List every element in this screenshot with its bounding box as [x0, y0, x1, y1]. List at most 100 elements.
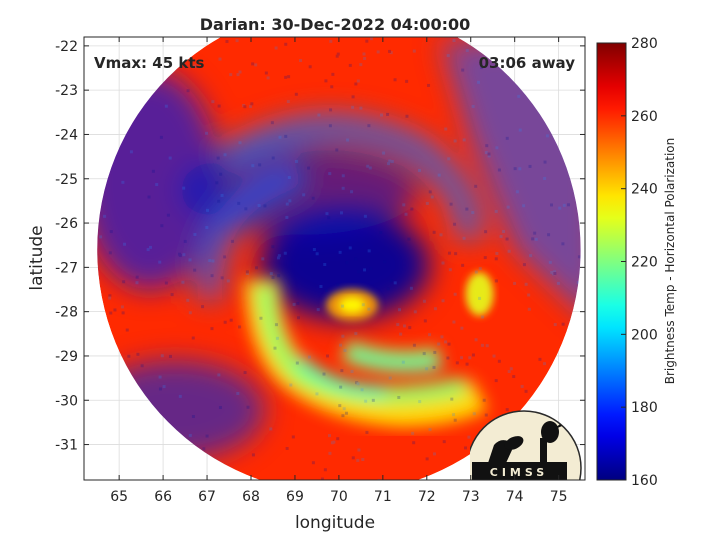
x-tick-label: 71: [374, 489, 392, 505]
speckle: [251, 164, 255, 168]
speckle: [425, 201, 429, 205]
speckle: [271, 245, 275, 249]
speckle: [387, 162, 391, 166]
speckle: [442, 440, 446, 444]
speckle: [307, 166, 311, 170]
speckle: [507, 249, 511, 253]
speckle: [223, 255, 227, 259]
y-tick-label: -29: [55, 349, 78, 365]
speckle: [250, 102, 254, 106]
speckle: [320, 477, 324, 480]
speckle: [217, 373, 221, 377]
speckle: [432, 365, 436, 369]
speckle: [461, 68, 465, 72]
speckle: [294, 92, 298, 96]
speckle: [502, 230, 506, 234]
y-axis: -22 -23 -24 -25 -26 -27 -28 -29 -30 -31: [55, 39, 585, 454]
speckle: [371, 398, 375, 402]
speckle: [367, 249, 371, 253]
speckle: [412, 49, 416, 53]
speckle: [531, 237, 535, 241]
y-tick-label: -31: [55, 438, 78, 454]
speckle: [441, 299, 445, 303]
speckle: [284, 134, 288, 138]
speckle: [550, 270, 554, 274]
speckle: [363, 214, 367, 218]
speckle: [484, 151, 488, 155]
speckle: [269, 427, 273, 431]
speckle: [366, 164, 370, 168]
speckle: [402, 324, 406, 328]
x-tick-label: 66: [154, 489, 172, 505]
speckle: [365, 430, 369, 434]
speckle: [528, 164, 532, 168]
speckle: [367, 124, 371, 128]
speckle: [186, 298, 190, 302]
speckle: [534, 237, 538, 241]
speckle: [193, 64, 197, 68]
cimss-logo: CIMSS: [470, 410, 582, 480]
speckle: [422, 352, 426, 356]
speckle: [264, 71, 268, 75]
speckle: [205, 225, 209, 229]
speckle: [450, 397, 454, 401]
speckle: [215, 181, 219, 185]
speckle: [497, 359, 501, 363]
speckle: [447, 251, 451, 255]
speckle: [346, 138, 350, 142]
speckle: [522, 263, 526, 267]
speckle: [238, 70, 242, 74]
speckle: [210, 274, 214, 278]
speckle: [432, 230, 436, 234]
speckle: [552, 272, 556, 276]
speckle: [577, 255, 581, 259]
speckle: [369, 266, 373, 270]
speckle: [474, 184, 478, 188]
speckle: [343, 348, 347, 352]
speckle: [474, 338, 478, 342]
speckle: [517, 94, 521, 98]
speckle: [567, 203, 571, 207]
speckle: [468, 356, 472, 360]
speckle: [543, 362, 547, 366]
speckle: [315, 252, 319, 256]
speckle: [448, 268, 452, 272]
speckle: [341, 414, 345, 418]
speckle: [211, 100, 215, 104]
speckle: [527, 307, 531, 311]
speckle: [269, 272, 273, 276]
speckle: [341, 334, 345, 338]
speckle: [229, 318, 233, 322]
y-tick-label: -27: [55, 260, 78, 276]
speckle: [254, 63, 258, 67]
x-axis-label: longitude: [295, 513, 375, 533]
speckle: [330, 441, 334, 445]
speckle: [339, 211, 343, 215]
speckle: [428, 190, 432, 194]
speckle: [216, 156, 220, 160]
speckle: [433, 350, 437, 354]
speckle: [242, 104, 246, 108]
speckle: [522, 204, 526, 208]
speckle: [120, 305, 124, 309]
speckle: [576, 281, 580, 285]
speckle: [478, 296, 482, 300]
speckle: [237, 201, 241, 205]
speckle: [323, 262, 327, 266]
speckle: [452, 320, 456, 324]
speckle: [484, 413, 488, 417]
speckle: [166, 213, 170, 217]
speckle: [454, 252, 458, 256]
speckle: [497, 168, 501, 172]
speckle: [223, 320, 227, 324]
colorbar-tick-label: 220: [631, 255, 658, 271]
speckle: [202, 447, 206, 451]
speckle: [205, 434, 209, 438]
speckle: [465, 207, 469, 211]
colorbar-tick-label: 200: [631, 327, 658, 343]
speckle: [515, 190, 519, 194]
speckle: [211, 259, 215, 263]
speckle: [339, 343, 343, 347]
speckle: [348, 246, 352, 250]
speckle: [505, 408, 509, 412]
